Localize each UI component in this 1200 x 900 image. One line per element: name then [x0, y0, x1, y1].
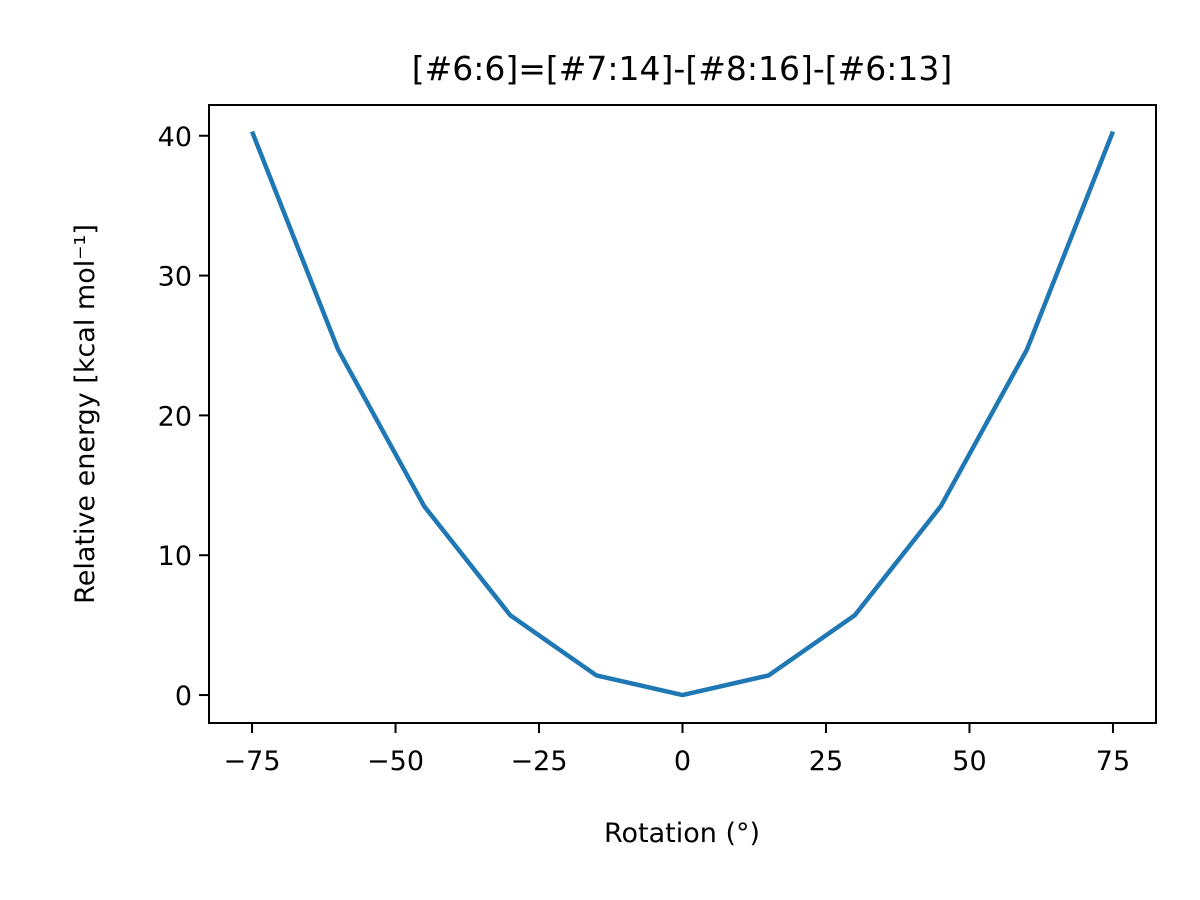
y-tick-label: 10 [158, 541, 192, 572]
chart-title: [#6:6]=[#7:14]-[#8:16]-[#6:13] [412, 49, 953, 88]
plot-frame [208, 104, 1157, 724]
y-tick-label: 30 [158, 262, 192, 293]
y-tick-label: 20 [158, 401, 192, 432]
x-tick-label: 25 [809, 746, 843, 777]
x-axis-label: Rotation (°) [604, 818, 760, 849]
x-tick-label: −25 [511, 746, 568, 777]
x-axis-ticks: −75 −50 −25 0 25 50 75 [224, 723, 1130, 777]
y-tick-label: 40 [158, 122, 192, 153]
y-tick-label: 0 [175, 681, 192, 712]
x-tick-label: 75 [1096, 746, 1130, 777]
x-tick-label: −50 [367, 746, 424, 777]
x-tick-label: −75 [224, 746, 281, 777]
y-axis-label: Relative energy [kcal mol⁻¹] [70, 224, 101, 604]
x-tick-label: 50 [952, 746, 986, 777]
series-line [249, 130, 1116, 698]
series-layer [249, 130, 1116, 698]
x-tick-label: 0 [674, 746, 691, 777]
y-axis-ticks: 0 10 20 30 40 [158, 122, 209, 712]
